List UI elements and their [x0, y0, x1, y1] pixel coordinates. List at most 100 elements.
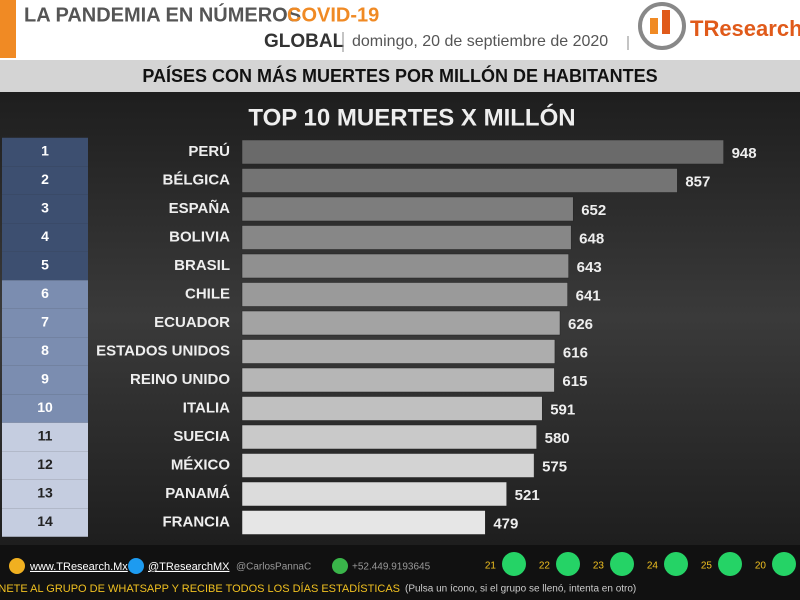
- rank-cell: [2, 251, 88, 281]
- rank-cell: [2, 194, 88, 224]
- category-label: PERÚ: [188, 142, 230, 160]
- whatsapp-icon[interactable]: [502, 552, 526, 576]
- bar: [241, 510, 486, 535]
- rank: 10: [37, 399, 53, 415]
- twitter-icon: [128, 558, 144, 574]
- rank-cell: [2, 137, 88, 167]
- value-label: 648: [579, 230, 604, 247]
- rank: 6: [41, 285, 49, 301]
- rank: 13: [37, 485, 53, 501]
- rank-cell: [2, 394, 88, 423]
- whatsapp-icon[interactable]: [772, 552, 796, 576]
- group-number: 20: [755, 561, 767, 572]
- rank: 1: [41, 143, 49, 159]
- whatsapp-icon[interactable]: [556, 552, 580, 576]
- category-label: ITALIA: [183, 399, 230, 416]
- rank-cell: [2, 166, 88, 195]
- rank-cell: [2, 308, 88, 338]
- category-label: SUECIA: [173, 428, 230, 445]
- whatsapp-icon[interactable]: [664, 552, 688, 576]
- rank-cell: [2, 337, 88, 366]
- footer-twitter[interactable]: @TResearchMX: [148, 561, 230, 573]
- bar: [241, 282, 568, 307]
- footer-handle: @CarlosPannaC: [236, 562, 311, 573]
- brand-logo: [662, 10, 670, 34]
- footer-note: (Pulsa un ícono, si el grupo se llenó, i…: [405, 584, 636, 595]
- bar: [241, 139, 724, 165]
- bar: [241, 367, 555, 393]
- value-label: 591: [550, 401, 575, 418]
- value-label: 626: [568, 316, 593, 333]
- banner-bg: [0, 60, 800, 92]
- rank-cell: [2, 479, 88, 509]
- rank: 11: [38, 428, 53, 444]
- value-label: 479: [493, 515, 518, 532]
- category-label: ESPAÑA: [169, 199, 231, 217]
- rank: 8: [41, 342, 49, 358]
- rank: 14: [37, 513, 53, 529]
- footer-phone: +52.449.9193645: [352, 562, 431, 573]
- header-title: LA PANDEMIA EN NÚMEROS: [24, 2, 301, 26]
- group-number: 24: [647, 561, 659, 572]
- rank: 5: [41, 257, 49, 273]
- bar: [241, 253, 569, 279]
- category-label: ECUADOR: [154, 314, 230, 331]
- rank: 4: [41, 228, 49, 244]
- value-label: 643: [577, 259, 602, 276]
- brand-name: TResearch: [690, 16, 800, 41]
- category-label: BÉLGICA: [163, 171, 231, 188]
- category-label: CHILE: [185, 285, 230, 302]
- group-number: 23: [593, 561, 605, 572]
- category-label: PANAMÁ: [165, 485, 230, 502]
- rank: 7: [41, 314, 49, 330]
- footer-cta: ÚNETE AL GRUPO DE WHATSAPP Y RECIBE TODO…: [0, 582, 400, 595]
- value-label: 616: [563, 344, 588, 361]
- whatsapp-icon[interactable]: [610, 552, 634, 576]
- bar: [241, 196, 574, 222]
- brand-logo: [638, 2, 686, 50]
- rank-cell: [2, 508, 88, 537]
- rank-cell: [2, 223, 88, 252]
- rank-cell: [2, 422, 88, 452]
- rank: 9: [41, 371, 49, 387]
- category-label: REINO UNIDO: [130, 371, 230, 388]
- whatsapp-icon[interactable]: [718, 552, 742, 576]
- value-label: 652: [581, 202, 606, 219]
- value-label: 948: [732, 145, 757, 162]
- bar: [241, 424, 537, 450]
- phone-icon: [332, 558, 348, 574]
- group-number: 22: [539, 561, 551, 572]
- category-label: BOLIVIA: [169, 228, 230, 245]
- value-label: 857: [685, 173, 710, 190]
- header-date: domingo, 20 de septiembre de 2020: [352, 33, 608, 50]
- category-label: MÉXICO: [171, 456, 231, 473]
- bar: [241, 453, 535, 478]
- bar: [241, 481, 507, 507]
- chart-title: TOP 10 MUERTES X MILLÓN: [248, 103, 575, 131]
- rank: 2: [41, 171, 49, 187]
- group-number: 25: [701, 561, 713, 572]
- footer-website[interactable]: www.TResearch.Mx: [29, 561, 128, 573]
- value-label: 641: [576, 287, 601, 304]
- header-highlight: COVID-19: [287, 4, 379, 26]
- rank: 12: [37, 456, 53, 472]
- bar: [241, 310, 561, 336]
- brand-logo: [650, 18, 658, 34]
- bar: [241, 396, 543, 421]
- bar: [241, 225, 572, 250]
- value-label: 575: [542, 458, 567, 475]
- rank-cell: [2, 451, 88, 480]
- bar: [241, 168, 678, 193]
- bar: [241, 339, 556, 364]
- category-label: ESTADOS UNIDOS: [96, 342, 230, 359]
- header-scope: GLOBAL: [264, 31, 345, 52]
- rank-cell: [2, 280, 88, 309]
- header-accent: [0, 0, 16, 58]
- rank-cell: [2, 365, 88, 395]
- rank: 3: [41, 200, 49, 216]
- value-label: 580: [545, 430, 570, 447]
- category-label: FRANCIA: [163, 513, 231, 530]
